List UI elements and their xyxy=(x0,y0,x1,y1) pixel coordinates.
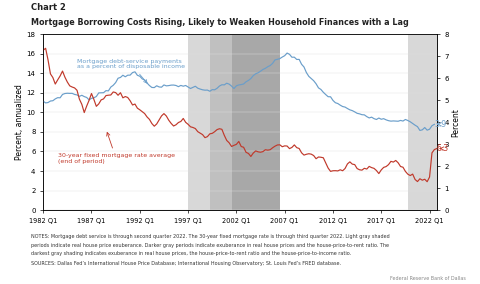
Bar xyxy=(188,34,210,210)
Text: Chart 2: Chart 2 xyxy=(31,3,66,12)
Y-axis label: Percent: Percent xyxy=(452,108,461,137)
Bar xyxy=(210,34,231,210)
Text: darkest gray shading indicates exuberance in real house prices, the house-price-: darkest gray shading indicates exuberanc… xyxy=(31,251,351,256)
Bar xyxy=(408,34,437,210)
Text: NOTES: Mortgage debt service is through second quarter 2022. The 30-year fixed m: NOTES: Mortgage debt service is through … xyxy=(31,234,390,239)
Bar xyxy=(231,34,280,210)
Text: 30-year fixed mortgage rate average
(end of period): 30-year fixed mortgage rate average (end… xyxy=(58,132,175,164)
Text: Federal Reserve Bank of Dallas: Federal Reserve Bank of Dallas xyxy=(390,276,466,281)
Text: periods indicate real house price exuberance. Darker gray periods indicate exube: periods indicate real house price exuber… xyxy=(31,243,389,248)
Y-axis label: Percent, annualized: Percent, annualized xyxy=(15,84,24,160)
Text: 3.9: 3.9 xyxy=(434,120,447,129)
Text: SOURCES: Dallas Fed’s International House Price Database; International Housing : SOURCES: Dallas Fed’s International Hous… xyxy=(31,261,341,266)
Text: 6.3: 6.3 xyxy=(437,144,449,153)
Text: Mortgage Borrowing Costs Rising, Likely to Weaken Household Finances with a Lag: Mortgage Borrowing Costs Rising, Likely … xyxy=(31,18,409,28)
Text: Mortgage debt-service payments
as a percent of disposable income: Mortgage debt-service payments as a perc… xyxy=(77,59,185,83)
